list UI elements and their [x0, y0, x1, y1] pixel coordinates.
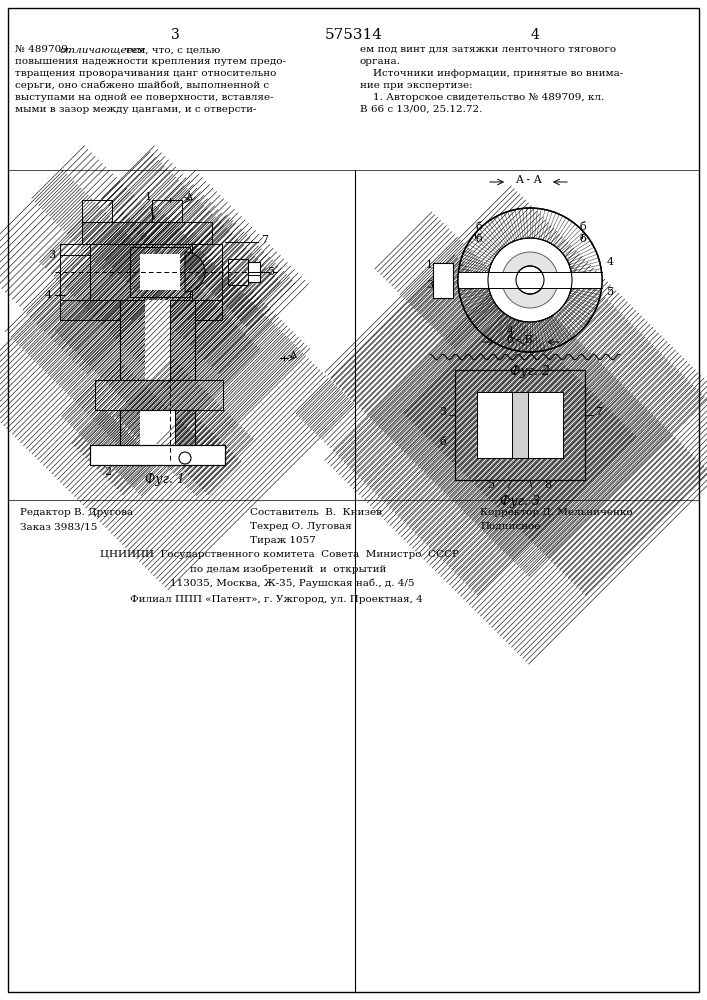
Bar	[433, 262, 453, 298]
Text: отличающееся: отличающееся	[60, 45, 146, 54]
Bar	[477, 392, 563, 458]
Text: A: A	[289, 351, 296, 360]
Text: 2: 2	[105, 467, 112, 477]
Bar	[477, 392, 563, 458]
Text: № 489709,: № 489709,	[15, 45, 74, 54]
Text: 113035, Москва, Ж-35, Раушская наб., д. 4/5: 113035, Москва, Ж-35, Раушская наб., д. …	[170, 578, 414, 587]
Text: Редактор В. Другова: Редактор В. Другова	[20, 508, 133, 517]
Text: Корректор Д. Мельниченко: Корректор Д. Мельниченко	[480, 508, 633, 517]
Text: 1. Авторское свидетельство № 489709, кл.: 1. Авторское свидетельство № 489709, кл.	[360, 93, 604, 102]
Bar	[130, 247, 190, 297]
Bar	[455, 370, 585, 480]
Bar	[458, 272, 602, 288]
Text: 5: 5	[607, 287, 614, 297]
Text: ЦНИИПИ  Государственного комитета  Совета  Министро  СССР: ЦНИИПИ Государственного комитета Совета …	[100, 550, 459, 559]
Text: б: б	[475, 222, 481, 232]
Text: 1: 1	[144, 192, 154, 219]
Text: ние при экспертизе:: ние при экспертизе:	[360, 81, 472, 90]
Text: 4: 4	[45, 290, 52, 300]
Text: Заказ 3983/15: Заказ 3983/15	[20, 522, 98, 531]
Bar	[455, 458, 585, 480]
Text: A: A	[185, 193, 192, 202]
Bar	[190, 445, 208, 460]
Text: 8: 8	[544, 480, 551, 490]
Circle shape	[488, 238, 572, 322]
Wedge shape	[502, 252, 558, 308]
Text: Составитель  В.  Книзев: Составитель В. Книзев	[250, 508, 382, 517]
Text: 5: 5	[269, 267, 276, 277]
Text: ем под винт для затяжки ленточного тягового: ем под винт для затяжки ленточного тягов…	[360, 45, 616, 54]
Bar	[105, 445, 123, 460]
Bar	[455, 370, 585, 392]
Bar	[175, 410, 195, 445]
Bar	[95, 380, 223, 410]
Bar	[145, 300, 170, 380]
Text: Филиал ППП «Патент», г. Ужгород, ул. Проектная, 4: Филиал ППП «Патент», г. Ужгород, ул. Про…	[130, 595, 423, 604]
Text: 575314: 575314	[325, 28, 383, 42]
Text: серьги, оно снабжено шайбой, выполненной с: серьги, оно снабжено шайбой, выполненной…	[15, 81, 269, 91]
Text: A - A: A - A	[515, 175, 542, 185]
Text: Тираж 1057: Тираж 1057	[250, 536, 316, 545]
Text: Фуг. 1: Фуг. 1	[145, 474, 185, 487]
Text: 7: 7	[595, 407, 602, 417]
Text: 4: 4	[530, 28, 539, 42]
Text: 4: 4	[607, 257, 614, 267]
Text: 3: 3	[440, 407, 447, 417]
Text: б: б	[440, 437, 446, 447]
Text: б: б	[580, 234, 587, 244]
Bar	[90, 445, 225, 465]
Text: тем, что, с целью: тем, что, с целью	[122, 45, 221, 54]
Bar	[455, 370, 477, 480]
Bar	[60, 244, 90, 300]
Text: органа.: органа.	[360, 57, 401, 66]
Text: 5: 5	[489, 480, 496, 490]
Text: Источники информации, принятые во внима-: Источники информации, принятые во внима-	[360, 69, 624, 78]
Text: б: б	[475, 234, 481, 244]
Bar	[192, 244, 222, 300]
Text: мыми в зазор между цангами, и с отверсти-: мыми в зазор между цангами, и с отверсти…	[15, 105, 257, 114]
Text: 3: 3	[49, 250, 56, 260]
Text: Техред О. Луговая: Техред О. Луговая	[250, 522, 352, 531]
Bar	[228, 259, 248, 285]
Text: твращения проворачивания цанг относительно: твращения проворачивания цанг относитель…	[15, 69, 276, 78]
Bar	[563, 370, 585, 480]
Text: 3: 3	[170, 28, 180, 42]
Text: Фуг. 2: Фуг. 2	[510, 365, 550, 378]
Bar	[248, 262, 260, 282]
Polygon shape	[82, 222, 212, 244]
Text: Подписное: Подписное	[480, 522, 540, 531]
Text: повышения надежности крепления путем предо-: повышения надежности крепления путем пре…	[15, 57, 286, 66]
Bar	[433, 262, 453, 298]
Bar	[120, 410, 140, 445]
Text: 3: 3	[426, 280, 433, 290]
Text: Фуг. 3: Фуг. 3	[500, 495, 540, 508]
Text: В 66 с 13/00, 25.12.72.: В 66 с 13/00, 25.12.72.	[360, 105, 482, 114]
Bar	[140, 410, 175, 445]
Polygon shape	[185, 252, 205, 292]
Text: б - Б: б - Б	[507, 335, 533, 345]
Text: по делам изобретений  и  открытий: по делам изобретений и открытий	[190, 564, 386, 574]
Bar	[512, 392, 528, 458]
Polygon shape	[90, 458, 225, 462]
Text: 4: 4	[506, 326, 513, 336]
Text: б: б	[580, 222, 587, 232]
Circle shape	[179, 452, 191, 464]
Polygon shape	[60, 300, 222, 320]
Text: выступами на одной ее поверхности, вставляе-: выступами на одной ее поверхности, встав…	[15, 93, 274, 102]
Bar	[82, 200, 112, 222]
Bar	[152, 200, 182, 222]
Bar	[120, 300, 145, 380]
Bar	[140, 254, 180, 290]
Text: 7: 7	[262, 235, 269, 245]
Text: 1: 1	[426, 260, 433, 270]
Bar	[170, 300, 195, 380]
Circle shape	[516, 266, 544, 294]
